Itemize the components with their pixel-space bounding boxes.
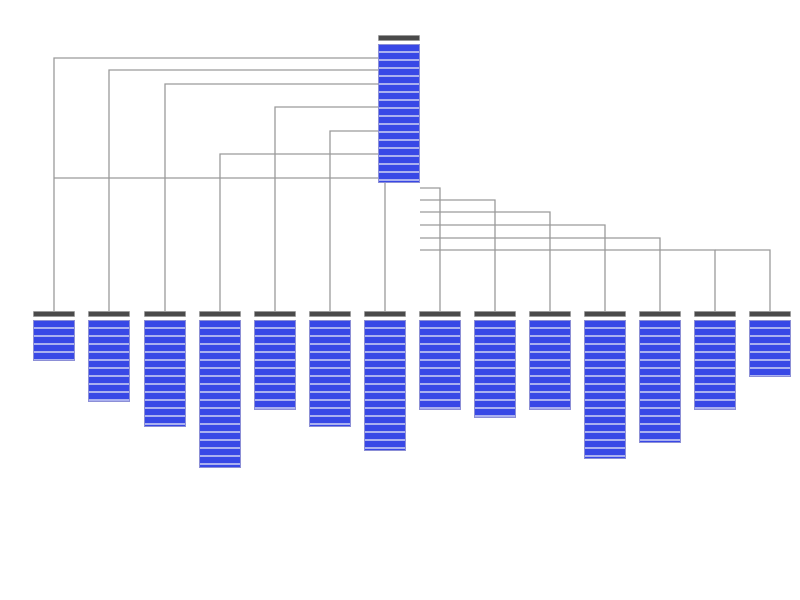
child-table-12[interactable] <box>639 311 681 443</box>
child-table-2[interactable] <box>88 311 130 402</box>
relation-line-right-1 <box>384 164 420 311</box>
table-rows <box>694 320 736 410</box>
relation-line-right-5 <box>420 224 606 311</box>
child-table-3[interactable] <box>144 311 186 427</box>
child-table-13[interactable] <box>694 311 736 410</box>
table-header <box>88 311 130 317</box>
relation-line-left-5 <box>329 130 378 311</box>
table-rows <box>88 320 130 402</box>
child-table-11[interactable] <box>584 311 626 459</box>
root-table[interactable] <box>378 35 420 183</box>
table-header <box>529 311 571 317</box>
table-header <box>309 311 351 317</box>
relation-line-left-4 <box>274 106 378 311</box>
table-header <box>639 311 681 317</box>
relation-line-right-4 <box>420 211 551 311</box>
table-header <box>199 311 241 317</box>
relation-line-left-3 <box>164 83 378 311</box>
table-rows <box>254 320 296 410</box>
table-rows <box>639 320 681 443</box>
table-rows <box>309 320 351 427</box>
relation-line-right-2 <box>420 187 441 311</box>
table-rows <box>378 44 420 183</box>
child-table-4[interactable] <box>199 311 241 468</box>
table-rows <box>529 320 571 410</box>
table-header <box>254 311 296 317</box>
table-header <box>419 311 461 317</box>
table-header <box>584 311 626 317</box>
child-table-8[interactable] <box>419 311 461 410</box>
table-rows <box>474 320 516 418</box>
table-rows <box>199 320 241 468</box>
child-table-5[interactable] <box>254 311 296 410</box>
table-rows <box>419 320 461 410</box>
child-table-14[interactable] <box>749 311 791 377</box>
child-table-7[interactable] <box>364 311 406 451</box>
table-header <box>144 311 186 317</box>
child-table-9[interactable] <box>474 311 516 418</box>
table-rows <box>144 320 186 427</box>
table-header <box>33 311 75 317</box>
table-header <box>749 311 791 317</box>
table-header <box>474 311 516 317</box>
relation-line-right-6 <box>420 237 661 311</box>
table-header <box>378 35 420 41</box>
relation-line-right-3 <box>420 199 496 311</box>
table-rows <box>749 320 791 377</box>
table-header <box>364 311 406 317</box>
table-header <box>694 311 736 317</box>
table-rows <box>33 320 75 361</box>
relation-line-left-1 <box>53 57 378 311</box>
relation-line-right-7 <box>420 249 716 311</box>
child-table-1[interactable] <box>33 311 75 361</box>
relation-line-right-8 <box>715 249 771 311</box>
child-table-10[interactable] <box>529 311 571 410</box>
child-table-6[interactable] <box>309 311 351 427</box>
table-rows <box>364 320 406 451</box>
table-rows <box>584 320 626 459</box>
relation-line-left-6 <box>219 153 378 311</box>
relation-line-left-2 <box>108 69 378 311</box>
